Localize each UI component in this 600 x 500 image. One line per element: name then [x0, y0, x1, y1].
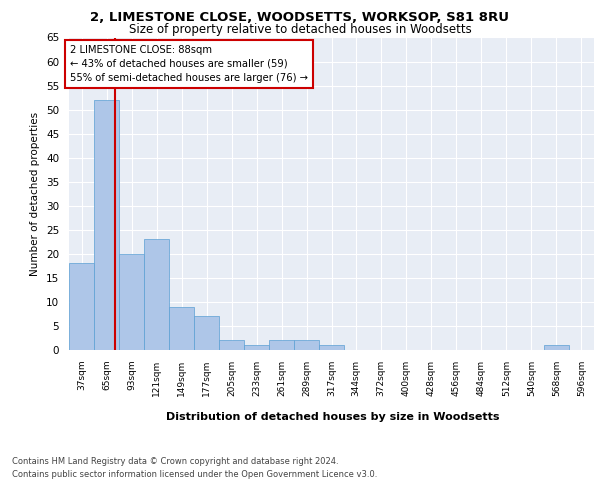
Text: 2, LIMESTONE CLOSE, WOODSETTS, WORKSOP, S81 8RU: 2, LIMESTONE CLOSE, WOODSETTS, WORKSOP, …: [91, 11, 509, 24]
Bar: [169, 306, 194, 350]
Text: Size of property relative to detached houses in Woodsetts: Size of property relative to detached ho…: [128, 22, 472, 36]
Bar: [269, 340, 295, 350]
Text: Contains HM Land Registry data © Crown copyright and database right 2024.: Contains HM Land Registry data © Crown c…: [12, 458, 338, 466]
Bar: [119, 254, 144, 350]
Text: Distribution of detached houses by size in Woodsetts: Distribution of detached houses by size …: [166, 412, 500, 422]
Bar: [144, 240, 169, 350]
Bar: [219, 340, 244, 350]
Bar: [544, 345, 569, 350]
Bar: [194, 316, 219, 350]
Bar: [295, 340, 319, 350]
Text: Contains public sector information licensed under the Open Government Licence v3: Contains public sector information licen…: [12, 470, 377, 479]
Bar: [94, 100, 119, 350]
Bar: [319, 345, 344, 350]
Bar: [244, 345, 269, 350]
Bar: [69, 264, 94, 350]
Text: 2 LIMESTONE CLOSE: 88sqm
← 43% of detached houses are smaller (59)
55% of semi-d: 2 LIMESTONE CLOSE: 88sqm ← 43% of detach…: [70, 44, 308, 82]
Y-axis label: Number of detached properties: Number of detached properties: [31, 112, 40, 276]
